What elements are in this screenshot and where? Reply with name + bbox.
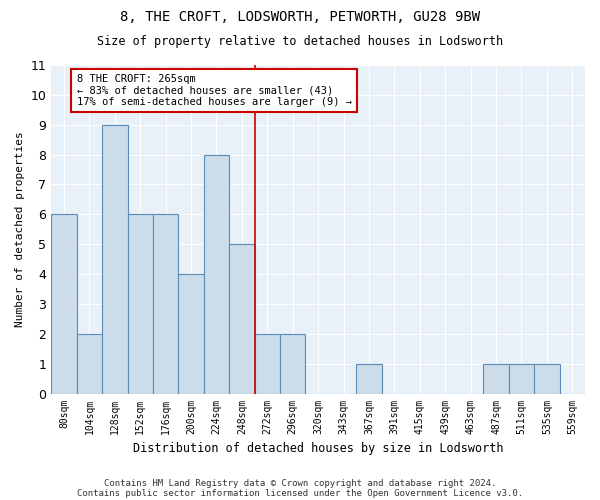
Text: Contains HM Land Registry data © Crown copyright and database right 2024.: Contains HM Land Registry data © Crown c… [104,478,496,488]
Bar [178,274,204,394]
Bar [128,214,153,394]
Bar [204,154,229,394]
Y-axis label: Number of detached properties: Number of detached properties [15,132,25,327]
Bar [51,214,77,394]
Bar [153,214,178,394]
Text: 8, THE CROFT, LODSWORTH, PETWORTH, GU28 9BW: 8, THE CROFT, LODSWORTH, PETWORTH, GU28 … [120,10,480,24]
X-axis label: Distribution of detached houses by size in Lodsworth: Distribution of detached houses by size … [133,442,503,455]
Text: Size of property relative to detached houses in Lodsworth: Size of property relative to detached ho… [97,35,503,48]
Bar [356,364,382,394]
Bar [534,364,560,394]
Bar [229,244,254,394]
Bar [77,334,102,394]
Bar [509,364,534,394]
Bar [484,364,509,394]
Bar [102,124,128,394]
Text: Contains public sector information licensed under the Open Government Licence v3: Contains public sector information licen… [77,488,523,498]
Bar [254,334,280,394]
Text: 8 THE CROFT: 265sqm
← 83% of detached houses are smaller (43)
17% of semi-detach: 8 THE CROFT: 265sqm ← 83% of detached ho… [77,74,352,107]
Bar [280,334,305,394]
